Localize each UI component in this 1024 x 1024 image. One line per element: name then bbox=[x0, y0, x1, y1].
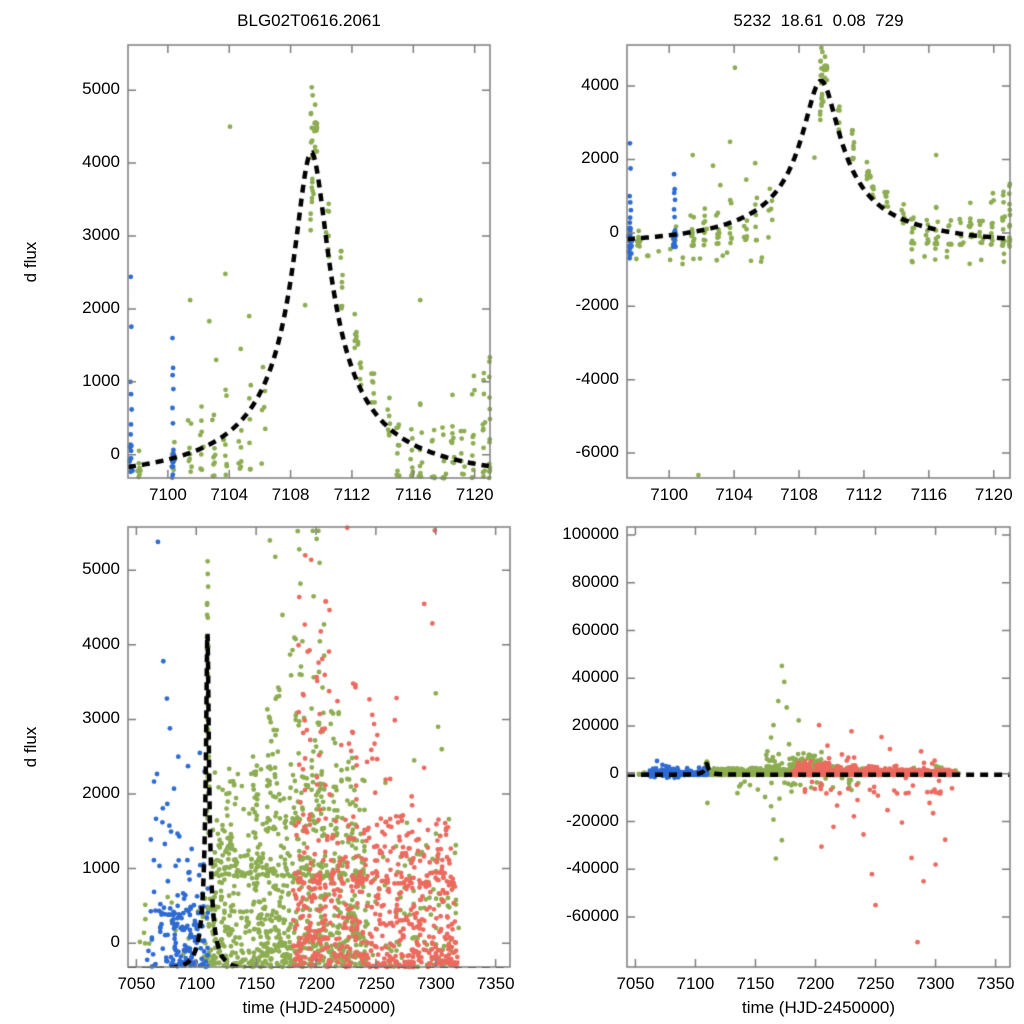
bottom-right-y-tick-label: 100000 bbox=[562, 524, 619, 544]
top-right-y-tick-label: -4000 bbox=[575, 368, 619, 388]
bottom-left-x-tick-label: 7100 bbox=[177, 974, 216, 993]
top-right-y-tick-label: 0 bbox=[609, 221, 619, 241]
top-left-y-tick-label: 2000 bbox=[82, 297, 120, 317]
top-left-y-tick-label: 1000 bbox=[82, 370, 120, 390]
bottom-left-x-tick-label: 7350 bbox=[476, 974, 515, 993]
bottom-left-x-tick-label: 7250 bbox=[356, 974, 395, 993]
bottom-left-x-tick-label: 7200 bbox=[297, 974, 335, 993]
top-right-y-tick-label: 2000 bbox=[581, 148, 619, 168]
bottom-left-x-tick-label: 7300 bbox=[416, 974, 455, 993]
bottom-right-y-tick-label: -60000 bbox=[566, 906, 619, 926]
panel1-title: BLG02T0616.2061 bbox=[237, 11, 381, 30]
top-left-x-tick-label: 7104 bbox=[210, 485, 249, 504]
top-left-y-tick-label: 4000 bbox=[82, 152, 120, 172]
top-right-x-tick-label: 7112 bbox=[845, 485, 883, 504]
top-left-x-tick-label: 7116 bbox=[395, 485, 432, 504]
bottom-left-y-tick-label: 5000 bbox=[82, 559, 120, 579]
top-left-x-tick-label: 7100 bbox=[148, 485, 187, 504]
bottom-right-y-tick-label: 0 bbox=[609, 762, 619, 782]
top-right-y-tick-label: 4000 bbox=[581, 75, 619, 95]
top-left-y-tick-label: 0 bbox=[110, 443, 120, 463]
panel4-xlabel: time (HJD-2450000) bbox=[741, 998, 896, 1017]
top-right-x-tick-label: 7104 bbox=[715, 485, 754, 504]
top-left-y-tick-label: 3000 bbox=[82, 224, 120, 244]
top-right-y-tick-label: -6000 bbox=[575, 442, 619, 462]
bottom-left-y-tick-label: 1000 bbox=[82, 857, 120, 877]
bottom-right-x-tick-label: 7050 bbox=[616, 974, 655, 993]
bottom-right-y-tick-label: 20000 bbox=[571, 715, 619, 735]
bottom-right-x-tick-label: 7150 bbox=[736, 974, 775, 993]
panel2-title: 5232 18.61 0.08 729 bbox=[733, 11, 904, 30]
top-right-x-tick-label: 7120 bbox=[974, 485, 1013, 504]
bottom-right-x-tick-label: 7350 bbox=[976, 974, 1015, 993]
bottom-right-y-tick-label: -20000 bbox=[566, 810, 619, 830]
bottom-right-y-tick-label: 80000 bbox=[571, 571, 619, 591]
top-left-x-tick-label: 7108 bbox=[271, 485, 310, 504]
panel3-xlabel: time (HJD-2450000) bbox=[242, 998, 396, 1017]
bottom-right-y-tick-label: -40000 bbox=[566, 858, 619, 878]
top-right-x-tick-label: 7100 bbox=[650, 485, 689, 504]
top-left-x-tick-label: 7120 bbox=[455, 485, 494, 504]
bottom-left-y-tick-label: 4000 bbox=[82, 633, 120, 653]
bottom-left-x-tick-label: 7150 bbox=[237, 974, 276, 993]
top-left-y-tick-label: 5000 bbox=[82, 79, 120, 99]
bottom-right-x-tick-label: 7200 bbox=[796, 974, 835, 993]
bottom-right-x-tick-label: 7100 bbox=[676, 974, 715, 993]
bottom-left-y-tick-label: 3000 bbox=[82, 708, 120, 728]
top-right-y-tick-label: -2000 bbox=[575, 295, 619, 315]
bottom-left-y-tick-label: 0 bbox=[110, 932, 120, 952]
bottom-right-x-tick-label: 7300 bbox=[916, 974, 955, 993]
bottom-left-x-tick-label: 7050 bbox=[117, 974, 156, 993]
top-right-x-tick-label: 7116 bbox=[910, 485, 948, 504]
bottom-right-x-tick-label: 7250 bbox=[856, 974, 895, 993]
top-left-x-tick-label: 7112 bbox=[333, 485, 371, 504]
bottom-right-y-tick-label: 40000 bbox=[571, 667, 619, 687]
bottom-left-y-tick-label: 2000 bbox=[82, 782, 120, 802]
panel3-ylabel: d flux bbox=[21, 726, 40, 768]
panel1-ylabel: d flux bbox=[21, 241, 40, 282]
bottom-right-y-tick-label: 60000 bbox=[571, 619, 619, 639]
top-right-x-tick-label: 7108 bbox=[780, 485, 818, 504]
